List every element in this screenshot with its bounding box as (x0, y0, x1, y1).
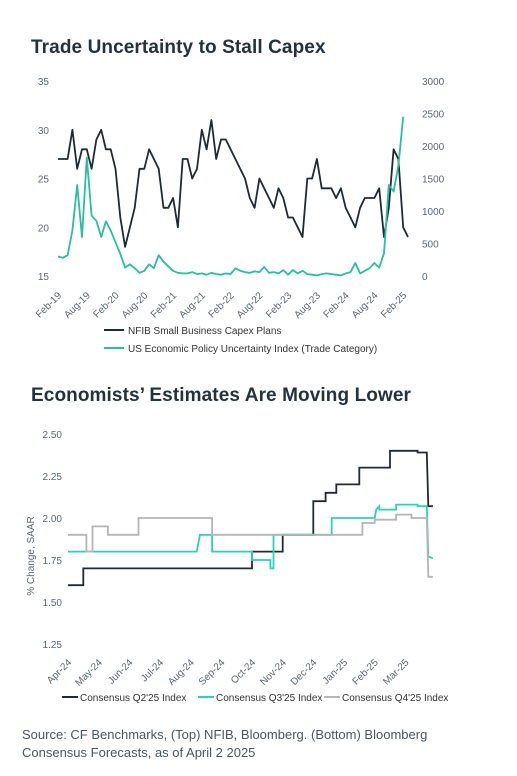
left-axis-tick-label: 35 (38, 77, 50, 88)
left-axis-tick-label: 20 (38, 223, 50, 234)
x-axis-tick-label: May-24 (73, 657, 105, 689)
x-axis-tick-label: Nov-24 (258, 657, 289, 688)
x-axis-tick-label: Feb-25 (351, 657, 381, 687)
right-axis-tick-label: 2500 (422, 110, 445, 121)
legend-label: Consensus Q2'25 Index (80, 693, 186, 704)
right-axis-tick-label: 2000 (422, 142, 445, 153)
legend-label: US Economic Policy Uncertainty Index (Tr… (128, 344, 377, 355)
x-axis-tick-label: Jun-24 (106, 657, 136, 687)
legend-label: NFIB Small Business Capex Plans (128, 326, 281, 337)
y-axis-tick-label: 2.50 (43, 430, 63, 441)
y-axis-label: % Change, SAAR (26, 516, 37, 596)
x-axis-tick-label: Mar-25 (381, 657, 411, 687)
right-axis-tick-label: 500 (422, 240, 439, 251)
y-axis-tick-label: 2.00 (43, 514, 63, 525)
source-note: Source: CF Benchmarks, (Top) NFIB, Bloom… (22, 727, 428, 760)
series-line-q2-25 (68, 449, 433, 587)
x-axis-tick-label: Apr-24 (45, 657, 74, 686)
series-line-nfib-capex (58, 119, 409, 248)
series-line-q3-25 (68, 503, 434, 570)
chart1-title: Trade Uncertainty to Stall Capex (31, 37, 326, 58)
series-line-q4-25 (68, 513, 433, 578)
legend-label: Consensus Q4'25 Index (342, 693, 448, 704)
chart2-title: Economists’ Estimates Are Moving Lower (31, 385, 412, 406)
x-axis-tick-label: Jan-25 (321, 657, 351, 687)
y-axis-tick-label: 1.75 (43, 556, 63, 567)
right-axis-tick-label: 3000 (422, 77, 445, 88)
y-axis-tick-label: 1.50 (43, 598, 63, 609)
x-axis-tick-label: Aug-24 (166, 657, 197, 688)
left-axis-tick-label: 25 (38, 175, 50, 186)
x-axis-tick-label: Sep-24 (197, 657, 228, 688)
x-axis-tick-label: Oct-24 (229, 657, 258, 686)
left-axis-tick-label: 15 (38, 272, 50, 283)
legend-label: Consensus Q3'25 Index (216, 693, 322, 704)
trade-uncertainty-chart: 1520253035050010001500200025003000Feb-19… (34, 77, 445, 355)
right-axis-tick-label: 0 (422, 272, 428, 283)
series-line-trade-uncertainty (57, 116, 405, 277)
right-axis-tick-label: 1500 (422, 175, 445, 186)
x-axis-tick-label: Jul-24 (139, 657, 166, 684)
right-axis-tick-label: 1000 (422, 207, 445, 218)
x-axis-tick-label: Dec-24 (289, 657, 320, 688)
y-axis-tick-label: 1.25 (43, 640, 63, 651)
y-axis-tick-label: 2.25 (43, 472, 63, 483)
left-axis-tick-label: 30 (38, 126, 50, 137)
